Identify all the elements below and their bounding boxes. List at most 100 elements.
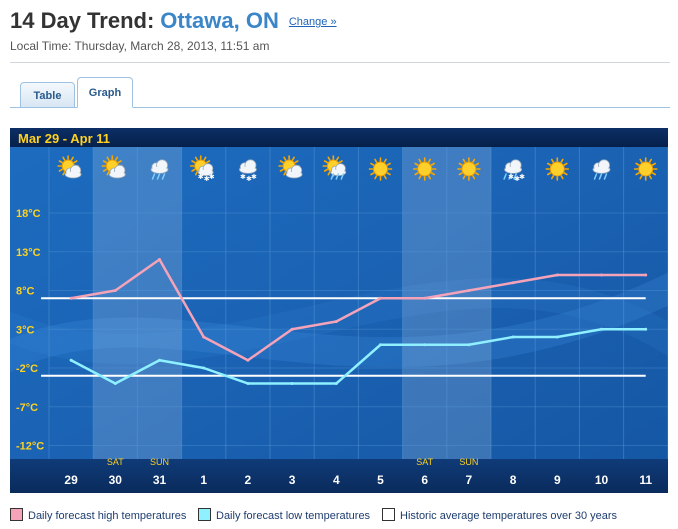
x-tick-label: 5	[377, 473, 384, 487]
sun-icon	[457, 157, 481, 181]
weekday-label: SAT	[107, 457, 124, 467]
low-temperature-point	[202, 366, 206, 370]
view-tabs: Table Graph	[10, 75, 670, 108]
local-time: Local Time: Thursday, March 28, 2013, 11…	[10, 39, 270, 53]
rain-icon	[150, 159, 169, 180]
legend-low-swatch	[198, 508, 211, 521]
weekday-label: SUN	[150, 457, 169, 467]
y-tick-label: 3°C	[16, 324, 35, 336]
low-temperature-point	[158, 358, 161, 362]
location-name: Ottawa, ON	[160, 8, 279, 33]
sun-icon	[368, 157, 393, 181]
weekday-label: SAT	[416, 457, 433, 467]
legend-historic-label: Historic average temperatures over 30 ye…	[400, 510, 618, 522]
y-tick-label: -2°C	[16, 363, 38, 375]
divider	[10, 62, 670, 63]
low-temperature-point	[334, 382, 338, 385]
high-temperature-point	[555, 273, 559, 277]
sun-icon	[412, 157, 437, 181]
low-temperature-point	[644, 327, 648, 331]
sun-icon	[633, 157, 658, 181]
legend-low-label: Daily forecast low temperatures	[216, 510, 371, 522]
tab-graph[interactable]: Graph	[77, 77, 133, 108]
snow-rain-icon: ✱ ✱ ✱	[503, 159, 525, 183]
svg-text:✱: ✱	[246, 175, 252, 183]
low-temperature-point	[290, 382, 294, 385]
low-temperature-point	[467, 343, 471, 347]
svg-text:✱: ✱	[240, 173, 246, 181]
partly-cloudy-icon	[57, 155, 82, 179]
high-temperature-point	[334, 320, 338, 323]
svg-text:✱: ✱	[209, 173, 215, 181]
trend-chart: 18°C 13°C 8°C 3°C -2°C -7°C -12°C 29 30 SAT 31 SUN…	[10, 128, 668, 493]
x-tick-label: 31	[153, 473, 167, 487]
low-temperature-point	[600, 327, 603, 331]
svg-text:✱: ✱	[204, 175, 210, 183]
svg-text:✱: ✱	[508, 173, 514, 181]
y-tick-label: 13°C	[16, 247, 41, 259]
y-tick-label: -12°C	[16, 441, 44, 453]
x-tick-label: 9	[554, 473, 561, 487]
low-temperature-point	[379, 343, 382, 347]
x-tick-label: 7	[466, 473, 473, 487]
weekday-label: SUN	[459, 457, 478, 467]
low-temperature-line	[70, 328, 646, 385]
x-tick-label: 4	[333, 473, 340, 487]
x-tick-label: 30	[109, 473, 123, 487]
low-temperature-point	[555, 335, 559, 339]
high-temperature-point	[423, 296, 427, 300]
date-range: Mar 29 - Apr 11	[18, 131, 111, 146]
weekend-shade	[402, 147, 491, 493]
sun-cloud-icon	[101, 155, 126, 179]
x-tick-label: 11	[639, 473, 652, 487]
sun-icon	[545, 157, 570, 181]
high-temperature-point	[644, 273, 648, 277]
high-temperature-point	[511, 281, 515, 285]
legend-high-label: Daily forecast high temperatures	[28, 510, 187, 522]
low-temperature-point	[69, 358, 73, 362]
weekend-shade	[93, 147, 182, 493]
svg-text:✱: ✱	[514, 175, 520, 183]
sun-cloud-icon	[278, 155, 303, 179]
low-temperature-point	[511, 335, 515, 339]
high-temperature-point	[290, 327, 294, 331]
high-temperature-point	[202, 335, 206, 339]
x-tick-label: 6	[421, 473, 428, 487]
change-location-link[interactable]: Change »	[288, 16, 337, 28]
high-temperature-point	[467, 289, 471, 292]
x-tick-label: 1	[200, 473, 207, 487]
page-header: 14 Day Trend: Ottawa, ON Change »	[10, 8, 337, 34]
sun-rain-icon	[322, 155, 347, 180]
snow-cloud-icon: ✱ ✱ ✱	[238, 159, 257, 183]
high-temperature-point	[113, 289, 117, 292]
sun-snow-icon: ✱ ✱ ✱	[189, 155, 215, 183]
page-title: 14 Day Trend:	[10, 8, 155, 33]
y-tick-label: 18°C	[16, 208, 41, 220]
chart-canvas: 18°C13°C8°C3°C-2°C-7°C-12°C 29 30SAT31SUN…	[10, 128, 668, 493]
legend-high: Daily forecast high temperatures	[10, 508, 186, 522]
high-temperature-point	[158, 258, 161, 261]
high-temperature-point	[600, 273, 603, 277]
tab-table[interactable]: Table	[20, 82, 75, 108]
x-tick-label: 3	[289, 473, 296, 487]
svg-text:✱: ✱	[251, 173, 257, 181]
x-tick-label: 10	[595, 473, 609, 487]
high-temperature-point	[246, 358, 250, 362]
x-tick-label: 29	[64, 473, 78, 487]
svg-text:✱: ✱	[198, 173, 204, 181]
high-temperature-point	[69, 296, 73, 300]
low-temperature-point	[113, 382, 117, 385]
y-tick-label: 8°C	[16, 286, 35, 298]
low-temperature-point	[423, 343, 427, 347]
svg-text:✱: ✱	[519, 173, 525, 181]
high-temperature-point	[379, 296, 382, 300]
x-tick-label: 2	[245, 473, 252, 487]
legend-low: Daily forecast low temperatures	[198, 508, 370, 522]
legend-historic-swatch	[382, 508, 395, 521]
y-tick-label: -7°C	[16, 402, 38, 414]
legend-high-swatch	[10, 508, 23, 521]
high-temperature-line	[70, 258, 646, 362]
low-temperature-point	[246, 382, 250, 385]
rain-icon	[592, 159, 611, 180]
legend-historic: Historic average temperatures over 30 ye…	[382, 508, 617, 522]
